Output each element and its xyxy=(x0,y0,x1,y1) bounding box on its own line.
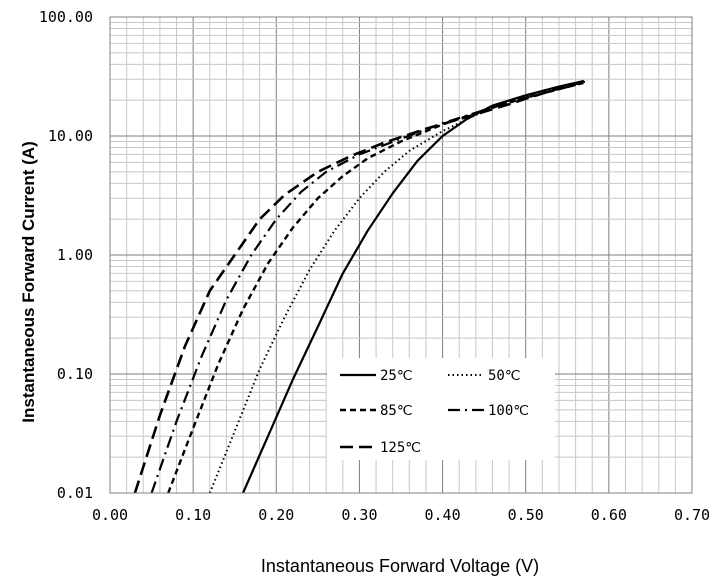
x-tick-label: 0.00 xyxy=(92,506,128,524)
legend-label-4: 100℃ xyxy=(488,403,529,419)
x-tick-label: 0.60 xyxy=(591,506,627,524)
y-tick-labels: 0.01 0.10 1.00 10.00 100.00 xyxy=(39,8,93,502)
x-axis-label: Instantaneous Forward Voltage (V) xyxy=(261,556,539,576)
x-tick-label: 0.20 xyxy=(258,506,294,524)
x-tick-label: 0.50 xyxy=(508,506,544,524)
x-tick-label: 0.70 xyxy=(674,506,710,524)
y-tick-label: 0.10 xyxy=(57,365,93,383)
series-line-4 xyxy=(150,81,585,494)
y-tick-label: 100.00 xyxy=(39,8,93,26)
x-tick-label: 0.30 xyxy=(341,506,377,524)
y-tick-label: 1.00 xyxy=(57,246,93,264)
legend-label-2: 50℃ xyxy=(488,368,521,384)
y-tick-label: 10.00 xyxy=(48,127,93,145)
x-tick-label: 0.40 xyxy=(425,506,461,524)
plot-frame xyxy=(109,16,693,494)
x-tick-labels: 0.00 0.10 0.20 0.30 0.40 0.50 0.60 0.70 xyxy=(92,506,710,524)
x-tick-label: 0.10 xyxy=(175,506,211,524)
legend-label-1: 25℃ xyxy=(380,368,413,384)
legend-label-3: 85℃ xyxy=(380,403,413,419)
legend: 25℃ 50℃ 85℃ 100℃ 125℃ xyxy=(327,358,555,460)
series-line-1 xyxy=(241,79,585,494)
y-axis-label: Instantaneous Forward Current (A) xyxy=(19,141,38,422)
legend-label-5: 125℃ xyxy=(380,440,421,456)
series-line-5 xyxy=(133,81,581,494)
series-lines xyxy=(133,79,589,494)
y-tick-label: 0.01 xyxy=(57,484,93,502)
